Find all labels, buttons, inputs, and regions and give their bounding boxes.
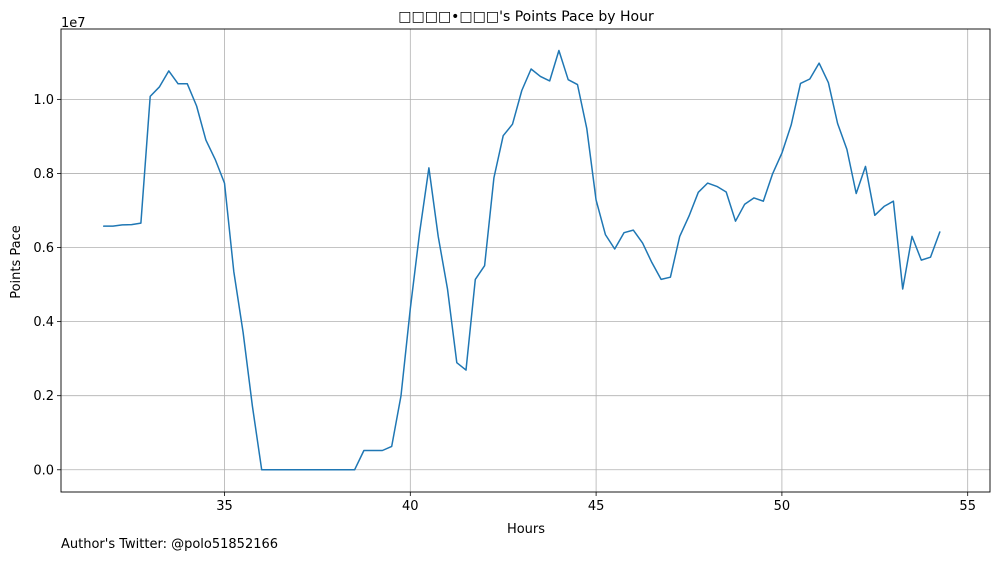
x-tick-label: 55 xyxy=(959,499,976,514)
y-axis-offset-label: 1e7 xyxy=(61,16,86,31)
series-line xyxy=(102,49,941,471)
y-tick-label: 0.6 xyxy=(33,241,54,256)
y-tick-label: 1.0 xyxy=(33,93,54,108)
x-tick-label: 50 xyxy=(774,499,791,514)
y-tick-label: 0.8 xyxy=(33,167,54,182)
chart-title: □□□□•□□□'s Points Pace by Hour xyxy=(398,9,654,25)
grid-lines xyxy=(61,29,990,492)
x-tick-label: 40 xyxy=(402,499,419,514)
author-credit: Author's Twitter: @polo51852166 xyxy=(61,537,279,552)
y-tick-label: 0.0 xyxy=(33,463,54,478)
x-axis-ticks: 35 40 45 50 55 xyxy=(216,492,976,514)
x-axis-label: Hours xyxy=(507,522,545,537)
x-tick-label: 45 xyxy=(588,499,605,514)
y-axis-ticks: 0.0 0.2 0.4 0.6 0.8 1.0 xyxy=(33,93,61,478)
x-tick-label: 35 xyxy=(216,499,233,514)
y-tick-label: 0.2 xyxy=(33,389,54,404)
axes-frame xyxy=(60,28,991,493)
y-axis-label: Points Pace xyxy=(9,225,24,299)
y-tick-label: 0.4 xyxy=(33,315,54,330)
